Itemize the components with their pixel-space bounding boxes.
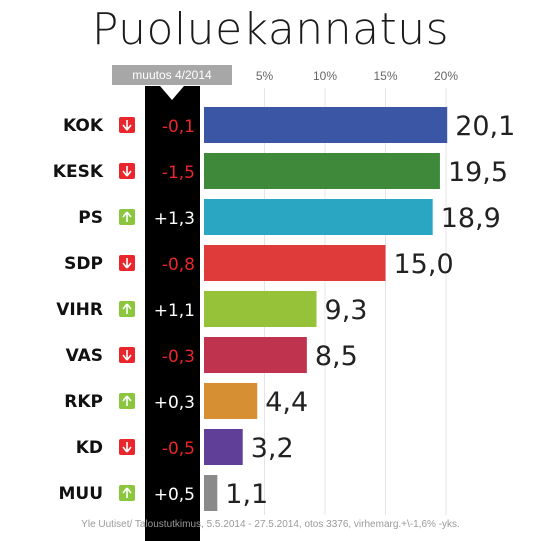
- change-label: +1,1: [154, 301, 195, 321]
- value-label: 3,2: [251, 433, 294, 464]
- change-label: -0,3: [162, 347, 195, 367]
- value-label: 1,1: [225, 479, 268, 510]
- arrow-glyph: [122, 258, 132, 269]
- x-tick-label: 20%: [434, 69, 458, 83]
- value-label: 8,5: [315, 341, 358, 372]
- bar: [204, 383, 258, 419]
- arrow-glyph: [122, 442, 132, 453]
- bar-row: PS +1,3 18,9: [78, 199, 501, 235]
- category-label: RKP: [64, 392, 103, 412]
- bar-row: SDP -0,8 15,0: [64, 245, 454, 281]
- change-column-header: muutos 4/2014: [112, 65, 232, 85]
- change-label: +0,3: [154, 393, 195, 413]
- x-tick-label: 10%: [313, 69, 337, 83]
- arrow-glyph: [122, 395, 132, 406]
- change-label: +1,3: [154, 209, 195, 229]
- value-label: 9,3: [325, 295, 368, 326]
- arrow-glyph: [122, 166, 132, 177]
- bar-row: KD -0,5 3,2: [76, 429, 294, 465]
- category-label: VIHR: [56, 300, 103, 320]
- category-label: KOK: [63, 116, 104, 136]
- change-label: +0,5: [154, 485, 195, 505]
- category-label: KESK: [53, 162, 104, 182]
- value-label: 18,9: [441, 203, 501, 234]
- bar-row: MUU +0,5 1,1: [58, 475, 268, 511]
- bar-row: VIHR +1,1 9,3: [56, 291, 367, 327]
- bar: [204, 291, 317, 327]
- change-label: -0,8: [162, 255, 195, 275]
- arrow-glyph: [122, 487, 132, 498]
- change-label: -0,1: [162, 117, 195, 137]
- value-label: 20,1: [455, 111, 515, 142]
- bar: [204, 337, 307, 373]
- category-label: VAS: [66, 346, 103, 366]
- category-label: PS: [78, 208, 103, 228]
- category-label: SDP: [64, 254, 103, 274]
- change-column-panel: [145, 86, 200, 541]
- category-label: MUU: [58, 484, 103, 504]
- value-label: 4,4: [265, 387, 308, 418]
- bar-row: KOK -0,1 20,1: [63, 107, 515, 143]
- bar-row: VAS -0,3 8,5: [66, 337, 358, 373]
- arrow-glyph: [122, 211, 132, 222]
- bar: [204, 429, 243, 465]
- arrow-glyph: [122, 303, 132, 314]
- arrow-glyph: [122, 350, 132, 361]
- category-label: KD: [76, 438, 103, 458]
- bar: [204, 245, 386, 281]
- value-label: 19,5: [448, 157, 508, 188]
- bar-rows: KOK -0,1 20,1 KESK -1,5 19,5 PS +1,3 18,9 SDP -0,8…: [53, 107, 515, 511]
- bar-row: KESK -1,5 19,5: [53, 153, 508, 189]
- bar: [204, 107, 448, 143]
- bar-row: RKP +0,3 4,4: [64, 383, 308, 419]
- change-label: -1,5: [162, 163, 195, 183]
- bar: [204, 475, 218, 511]
- x-axis-ticks: 5% 10% 15% 20%: [256, 69, 459, 83]
- bar: [204, 153, 440, 189]
- chart-title: Puoluekannatus: [91, 4, 450, 55]
- source-note: Yle Uutiset/ Taloustutkimus, 5.5.2014 - …: [81, 519, 460, 530]
- bar: [204, 199, 433, 235]
- value-label: 15,0: [394, 249, 454, 280]
- arrow-glyph: [122, 120, 132, 131]
- x-tick-label: 15%: [373, 69, 397, 83]
- x-tick-label: 5%: [256, 69, 274, 83]
- change-label: -0,5: [162, 439, 195, 459]
